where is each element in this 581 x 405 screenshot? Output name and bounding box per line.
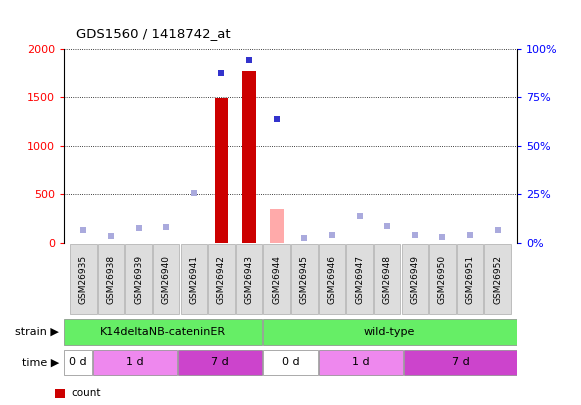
Bar	[181, 245, 207, 314]
Text: GSM26943: GSM26943	[245, 255, 253, 304]
Bar	[64, 319, 261, 345]
Text: GSM26951: GSM26951	[465, 255, 475, 304]
Bar	[457, 245, 483, 314]
Text: 7 d: 7 d	[451, 358, 469, 367]
Text: 1 d: 1 d	[126, 358, 144, 367]
Text: strain ▶: strain ▶	[15, 327, 59, 337]
Bar	[319, 245, 345, 314]
Bar	[429, 245, 456, 314]
Text: 7 d: 7 d	[211, 358, 228, 367]
Text: GSM26948: GSM26948	[383, 255, 392, 304]
Bar	[401, 245, 428, 314]
Text: GSM26946: GSM26946	[328, 255, 336, 304]
Bar	[291, 245, 318, 314]
Text: GSM26944: GSM26944	[272, 255, 281, 304]
Text: GDS1560 / 1418742_at: GDS1560 / 1418742_at	[76, 28, 230, 40]
Bar	[214, 98, 228, 243]
Bar	[93, 350, 177, 375]
Bar	[153, 245, 180, 314]
Text: GSM26939: GSM26939	[134, 255, 143, 304]
Text: count: count	[71, 388, 101, 399]
Bar	[263, 350, 318, 375]
Bar	[98, 245, 124, 314]
Bar	[236, 245, 262, 314]
Text: GSM26945: GSM26945	[300, 255, 309, 304]
Text: GSM26940: GSM26940	[162, 255, 171, 304]
Bar	[70, 245, 96, 314]
Bar	[125, 245, 152, 314]
Bar	[64, 350, 92, 375]
Text: GSM26949: GSM26949	[410, 255, 419, 304]
Bar	[404, 350, 517, 375]
Text: wild-type: wild-type	[364, 327, 415, 337]
Text: 0 d: 0 d	[282, 358, 299, 367]
Bar	[178, 350, 261, 375]
Bar	[208, 245, 235, 314]
Text: GSM26950: GSM26950	[438, 255, 447, 304]
Text: GSM26947: GSM26947	[355, 255, 364, 304]
Bar	[242, 71, 256, 243]
Text: 0 d: 0 d	[69, 358, 87, 367]
Text: GSM26952: GSM26952	[493, 255, 502, 304]
Bar	[374, 245, 400, 314]
Text: 1 d: 1 d	[353, 358, 370, 367]
Bar	[485, 245, 511, 314]
Text: time ▶: time ▶	[21, 358, 59, 367]
Bar	[55, 388, 65, 398]
Bar	[270, 209, 284, 243]
Bar	[263, 245, 290, 314]
Text: GSM26942: GSM26942	[217, 255, 226, 304]
Text: K14deltaNB-cateninER: K14deltaNB-cateninER	[100, 327, 226, 337]
Bar	[263, 319, 517, 345]
Text: GSM26941: GSM26941	[189, 255, 198, 304]
Bar	[320, 350, 403, 375]
Bar	[346, 245, 373, 314]
Text: GSM26935: GSM26935	[79, 255, 88, 304]
Text: GSM26938: GSM26938	[106, 255, 116, 304]
